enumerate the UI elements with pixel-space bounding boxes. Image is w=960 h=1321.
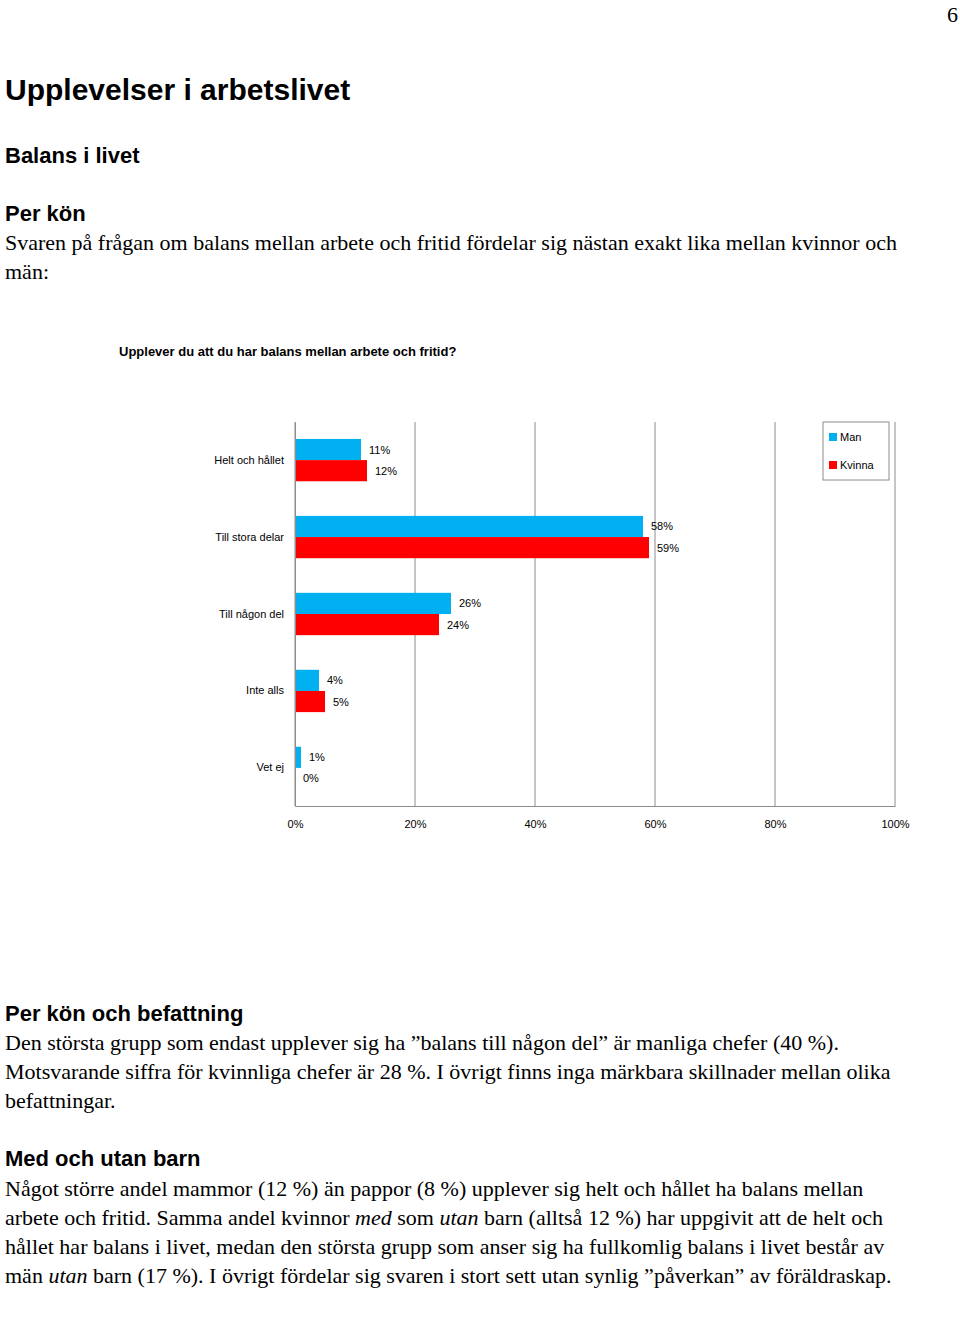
tick-label: Till någon del <box>219 608 284 620</box>
tick: 0% <box>288 806 304 830</box>
data-label: 26% <box>459 597 481 609</box>
axis-line <box>296 806 896 807</box>
data-label: 12% <box>375 465 397 477</box>
tick: 60% <box>644 806 666 830</box>
bar <box>295 691 325 712</box>
data-label: 59% <box>657 542 679 554</box>
bars <box>295 439 649 768</box>
tick: Helt och hållet <box>214 454 295 466</box>
tick-label: 80% <box>764 818 786 830</box>
subtitle: Balans i livet <box>5 141 920 170</box>
text-run: Svaren på frågan om balans mellan arbete… <box>5 230 897 284</box>
legend-swatch <box>829 433 837 441</box>
grid-line <box>655 422 656 806</box>
paragraph: Något större andel mammor (12 %) än papp… <box>5 1174 920 1290</box>
grid-line <box>535 422 536 806</box>
tick: 100% <box>881 806 909 830</box>
bar <box>295 537 649 558</box>
bar <box>295 593 451 614</box>
legend: Man Kvinna <box>823 422 889 480</box>
text-run: som <box>392 1205 440 1230</box>
tick-label: Inte alls <box>246 684 284 696</box>
chart-title: Upplever du att du har balans mellan arb… <box>119 344 456 359</box>
bar <box>295 516 643 537</box>
page-number: 6 <box>947 2 958 28</box>
legend-label: Man <box>840 431 861 443</box>
emphasis: utan <box>48 1263 87 1288</box>
tick: Vet ej <box>256 761 295 773</box>
tick: Till någon del <box>219 608 295 620</box>
legend-box <box>823 422 889 480</box>
text-run: barn (17 %). I övrigt fördelar sig svare… <box>88 1263 892 1288</box>
section-heading: Per kön och befattning <box>5 999 920 1028</box>
grid-line <box>775 422 776 806</box>
legend-swatch <box>829 461 837 469</box>
data-label: 11% <box>369 444 390 456</box>
data-label: 4% <box>327 674 343 686</box>
emphasis: med <box>355 1205 392 1230</box>
tick-label: 40% <box>524 818 546 830</box>
tick-label: Till stora delar <box>215 531 284 543</box>
data-label: 5% <box>333 696 349 708</box>
tick-label: 60% <box>644 818 666 830</box>
tick-label: Helt och hållet <box>214 454 284 466</box>
data-label: 0% <box>303 772 319 784</box>
tick: 80% <box>764 806 786 830</box>
data-labels: 11% 58% 26% 4% 1% 12% 59% 24% 5% 0% <box>303 444 679 785</box>
value-axis: 0% 20% 40% 60% 80% 100% <box>288 806 910 830</box>
data-label: 24% <box>447 619 469 631</box>
tick-label: 100% <box>881 818 909 830</box>
bar <box>295 439 361 460</box>
tick: Inte alls <box>246 684 295 696</box>
tick-label: 0% <box>288 818 304 830</box>
bar <box>295 670 319 691</box>
axis-line <box>295 423 296 807</box>
tick: Till stora delar <box>215 531 295 543</box>
bar <box>295 614 439 635</box>
chart: Upplever du att du har balans mellan arb… <box>0 0 960 900</box>
title: Upplevelser i arbetslivet <box>5 72 920 108</box>
legend-label: Kvinna <box>840 459 875 471</box>
grid-line <box>895 422 896 806</box>
category-axis: Helt och hållet Till stora delar Till någo… <box>214 423 295 807</box>
data-label: 58% <box>651 520 673 532</box>
section-heading: Per kön <box>5 199 920 228</box>
data-label: 1% <box>309 751 325 763</box>
paragraph: Den största grupp som endast upplever si… <box>5 1028 920 1115</box>
tick: 20% <box>404 806 426 830</box>
bar <box>295 460 367 481</box>
emphasis: utan <box>439 1205 478 1230</box>
tick-label: Vet ej <box>256 761 284 773</box>
paragraph: Svaren på frågan om balans mellan arbete… <box>5 228 920 286</box>
section-heading: Med och utan barn <box>5 1144 920 1173</box>
tick: 40% <box>524 806 546 830</box>
tick-label: 20% <box>404 818 426 830</box>
text-run: Den största grupp som endast upplever si… <box>5 1030 890 1113</box>
grid <box>295 422 895 806</box>
grid-line <box>295 422 296 806</box>
